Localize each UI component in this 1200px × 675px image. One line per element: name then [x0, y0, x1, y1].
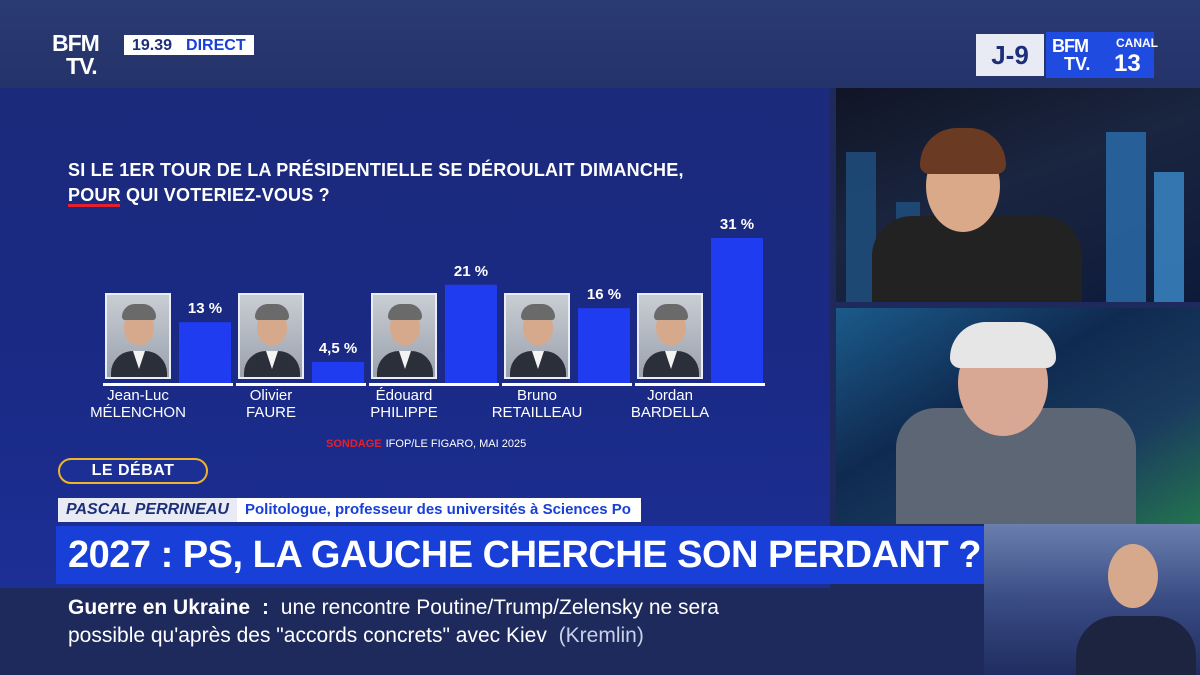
bar-retailleau [578, 308, 630, 383]
bar-bardella [711, 238, 763, 383]
candidate-first-name: Olivier [249, 387, 293, 404]
candidate-first-name: Jordan [647, 387, 693, 404]
host-hair [920, 128, 1006, 174]
ticker-source: (Kremlin) [558, 624, 644, 647]
bfmtv-logo: BFM TV. [52, 32, 118, 80]
live-label: DIRECT [180, 35, 254, 55]
bar-faure [312, 361, 364, 383]
data-label: 21 % [453, 262, 489, 280]
chart-title: SI LE 1ER TOUR DE LA PRÉSIDENTIELLE SE D… [68, 158, 808, 208]
candidate-name: Jordan BARDELLA [600, 387, 740, 421]
candidate-first-name: Édouard [375, 387, 433, 404]
canal-badge: BFM TV. CANAL 13 [1046, 32, 1158, 78]
bar-philippe [445, 284, 497, 383]
baseline-segment [502, 383, 632, 386]
canal-number: 13 [1114, 50, 1141, 77]
video-feed-host [836, 88, 1200, 302]
canal-logo-line1: BFM [1052, 36, 1089, 56]
data-label: 31 % [719, 216, 755, 233]
candidate-last-name: MÉLENCHON [90, 404, 186, 421]
host-body [872, 216, 1082, 302]
countdown-badge: J-9 [976, 34, 1044, 76]
ticker-text-line2: possible qu'après des "accords concrets"… [68, 624, 547, 647]
canal-label: CANAL [1116, 36, 1158, 50]
candidate-last-name: FAURE [245, 404, 296, 421]
ticker-text-line1: une rencontre Poutine/Trump/Zelensky ne … [280, 596, 719, 619]
chart-title-line2: POUR QUI VOTERIEZ-VOUS ? [68, 185, 330, 205]
chart-svg [103, 238, 765, 386]
source-tag: SONDAGE [326, 438, 382, 450]
logo-line2: TV. [66, 53, 98, 79]
ticker-separator: : [261, 596, 269, 619]
candidate-last-name: PHILIPPE [370, 404, 438, 421]
guest-title: Politologue, professeur des universités … [236, 498, 641, 522]
candidate-photo [637, 293, 703, 379]
ticker-line2: possible qu'après des "accords concrets"… [68, 624, 644, 648]
time-live-box: 19.39 DIRECT [124, 35, 254, 55]
guest-caption: PASCAL PERRINEAU Politologue, professeur… [58, 498, 641, 522]
bar-mélenchon [179, 322, 231, 383]
data-label: 16 % [586, 286, 622, 304]
logo-line1: BFM [52, 30, 100, 56]
guest-name: PASCAL PERRINEAU [58, 498, 237, 522]
headline-banner: 2027 : PS, LA GAUCHE CHERCHE SON PERDANT… [56, 526, 986, 584]
candidate-name: Édouard PHILIPPE [334, 387, 474, 421]
baseline-segment [103, 383, 233, 386]
poll-bar-chart: 13 % Jean-Luc MÉLENCHON 4,5 % Olivier FAURE 21… [0, 88, 830, 588]
top-bar: BFM TV. 19.39 DIRECT J-9 BFM TV. CANAL 1… [0, 0, 1200, 88]
headline-text: 2027 : PS, LA GAUCHE CHERCHE SON PERDANT… [68, 534, 981, 576]
clock-time: 19.39 [124, 35, 181, 55]
promo-person-body [1076, 616, 1196, 675]
candidate-photo [238, 293, 304, 379]
baseline-segment [236, 383, 366, 386]
baseline-segment [635, 383, 765, 386]
candidate-photo [105, 293, 171, 379]
canal-logo-line2: TV. [1064, 54, 1091, 74]
candidate-last-name: RETAILLEAU [491, 404, 583, 421]
news-ticker: Guerre en Ukraine : une rencontre Poutin… [0, 588, 984, 675]
candidate-name: Bruno RETAILLEAU [467, 387, 607, 421]
guest-hair [950, 322, 1056, 368]
video-feed-guest [836, 308, 1200, 524]
promo-person-head [1108, 544, 1158, 608]
source-text: IFOP/LE FIGARO, MAI 2025 [385, 438, 527, 450]
candidate-name: Jean-Luc MÉLENCHON [68, 387, 208, 421]
candidate-last-name: BARDELLA [630, 404, 710, 421]
segment-badge: LE DÉBAT [58, 458, 208, 484]
baseline-segment [369, 383, 499, 386]
chart-title-line1: SI LE 1ER TOUR DE LA PRÉSIDENTIELLE SE D… [68, 160, 684, 180]
ticker-line1: Guerre en Ukraine : une rencontre Poutin… [68, 596, 719, 620]
data-label: 4,5 % [318, 339, 358, 357]
title-accent-underline [68, 204, 120, 207]
candidate-name: Olivier FAURE [201, 387, 341, 421]
data-label: 13 % [187, 300, 223, 318]
candidate-first-name: Jean-Luc [107, 387, 169, 404]
chart-source: SONDAGE IFOP/LE FIGARO, MAI 2025 [326, 438, 526, 450]
candidate-first-name: Bruno [516, 387, 558, 404]
candidate-photo [504, 293, 570, 379]
promo-thumbnail [984, 524, 1200, 675]
candidate-photo [371, 293, 437, 379]
ticker-topic: Guerre en Ukraine [68, 596, 251, 619]
